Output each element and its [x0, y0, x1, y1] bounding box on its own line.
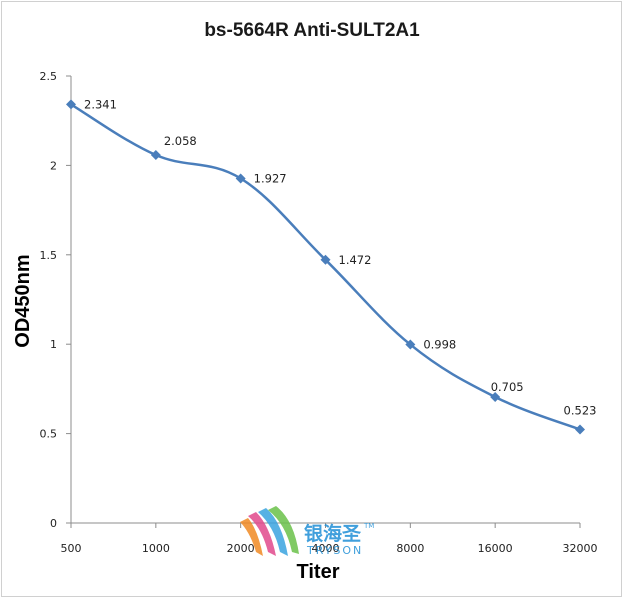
y-tick-label: 1: [50, 338, 57, 351]
data-label: 1.472: [339, 253, 372, 267]
x-axis-title: Titer: [297, 561, 340, 583]
y-tick-label: 0: [50, 517, 57, 530]
logo-swoosh-blue: [258, 508, 288, 556]
data-label: 2.341: [84, 97, 117, 111]
x-tick-label: 16000: [478, 542, 513, 555]
logo-swoosh-pink: [248, 512, 276, 556]
data-point-marker: [575, 424, 585, 435]
x-tick-label: 500: [61, 542, 82, 555]
watermark-tm: TM: [363, 522, 374, 530]
data-labels: 2.341 2.058 1.927 1.472 0.998 0.705 0.523: [84, 97, 596, 417]
logo-swoosh-orange: [240, 518, 263, 556]
data-point-marker: [405, 339, 416, 350]
data-label: 1.927: [254, 171, 287, 185]
y-tick-label: 2: [50, 159, 57, 172]
data-point-marker: [150, 150, 161, 161]
y-axis-title: OD450nm: [12, 254, 34, 347]
y-ticks: 0 0.5 1 1.5 2 2.5: [40, 70, 71, 530]
watermark-chinese: 银海圣: [304, 522, 362, 545]
x-tick-label: 8000: [396, 542, 424, 555]
data-point-marker: [235, 173, 246, 184]
x-tick-label: 4000: [312, 542, 340, 555]
x-tick-label: 1000: [142, 542, 170, 555]
y-tick-label: 2.5: [40, 70, 58, 83]
data-label: 0.705: [491, 380, 524, 394]
x-tick-label: 2000: [227, 542, 255, 555]
y-tick-label: 1.5: [40, 249, 58, 262]
data-point-marker: [320, 254, 331, 265]
logo-swoosh-green: [268, 506, 299, 554]
data-points: [66, 99, 585, 435]
watermark-english: TRYSON: [306, 544, 363, 557]
data-label: 0.998: [423, 338, 456, 352]
x-ticks: 500 1000 2000 4000 8000 16000 32000: [61, 523, 598, 555]
data-label: 0.523: [564, 403, 597, 417]
data-point-marker: [66, 99, 76, 110]
y-tick-label: 0.5: [40, 428, 58, 441]
data-label: 2.058: [164, 134, 197, 148]
x-tick-label: 32000: [563, 542, 598, 555]
watermark-logo: 银海圣 TM TRYSON: [240, 506, 374, 557]
data-point-marker: [490, 391, 501, 402]
chart-title: bs-5664R Anti-SULT2A1: [204, 20, 420, 41]
